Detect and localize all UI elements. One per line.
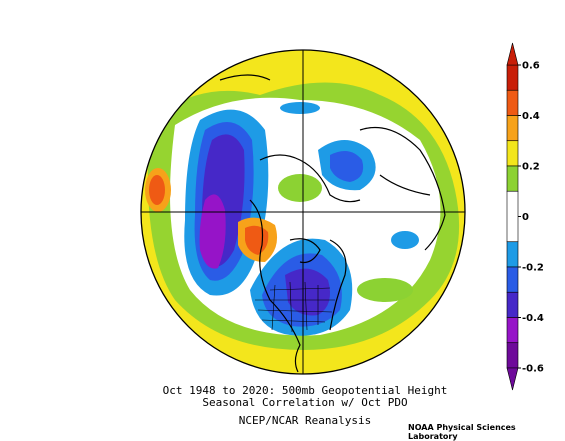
negative-anomaly-pacific-core: [199, 194, 226, 269]
negative-anomaly-america-strong: [285, 268, 331, 316]
colorbar-tick-labels: 0.6 0.4 0.2 0 -0.2 -0.4 -0.6: [518, 61, 544, 375]
negative-anomaly-asia: [391, 231, 419, 249]
positive-anomaly-pole: [278, 174, 322, 202]
colorbar-min-arrow: [506, 367, 519, 391]
colorbar-bin-3: [506, 140, 519, 167]
caption-title: Oct 1948 to 2020: 500mb Geopotential Hei…: [162, 384, 448, 397]
colorbar-bin-9: [506, 317, 519, 344]
colorbar-bin-7: [506, 266, 519, 293]
colorbar-bin-1: [506, 89, 519, 116]
polar-map: [141, 50, 465, 374]
credit-label: NOAA Physical Sciences Laboratory: [408, 423, 516, 441]
colorbar-bin-8: [506, 291, 519, 318]
colorbar-tick-label: 0: [522, 212, 529, 223]
negative-anomaly-arctic: [280, 102, 320, 114]
colorbar-bin-2: [506, 115, 519, 142]
colorbar-tick-label: 0.6: [522, 61, 540, 72]
colorbar: [506, 42, 519, 391]
positive-anomaly-east-pacific-core: [149, 175, 165, 205]
colorbar-tick-label: -0.2: [522, 263, 544, 274]
colorbar-max-arrow: [506, 42, 519, 66]
negative-anomaly-eurasia-core: [330, 151, 364, 182]
colorbar-tick-label: -0.4: [522, 313, 544, 324]
colorbar-bin-4: [506, 165, 519, 192]
colorbar-bin-5: [506, 190, 519, 243]
caption-subtitle: Seasonal Correlation w/ Oct PDO: [202, 396, 408, 409]
colorbar-bin-10: [506, 342, 519, 369]
colorbar-tick-label: -0.6: [522, 364, 544, 375]
colorbar-bin-6: [506, 241, 519, 268]
colorbar-tick-label: 0.2: [522, 162, 540, 173]
colorbar-tick-label: 0.4: [522, 111, 540, 122]
country-borders: [255, 281, 335, 333]
caption-dataset: NCEP/NCAR Reanalysis: [238, 414, 372, 427]
colorbar-bin-0: [506, 64, 519, 91]
positive-anomaly-europe: [357, 278, 413, 302]
